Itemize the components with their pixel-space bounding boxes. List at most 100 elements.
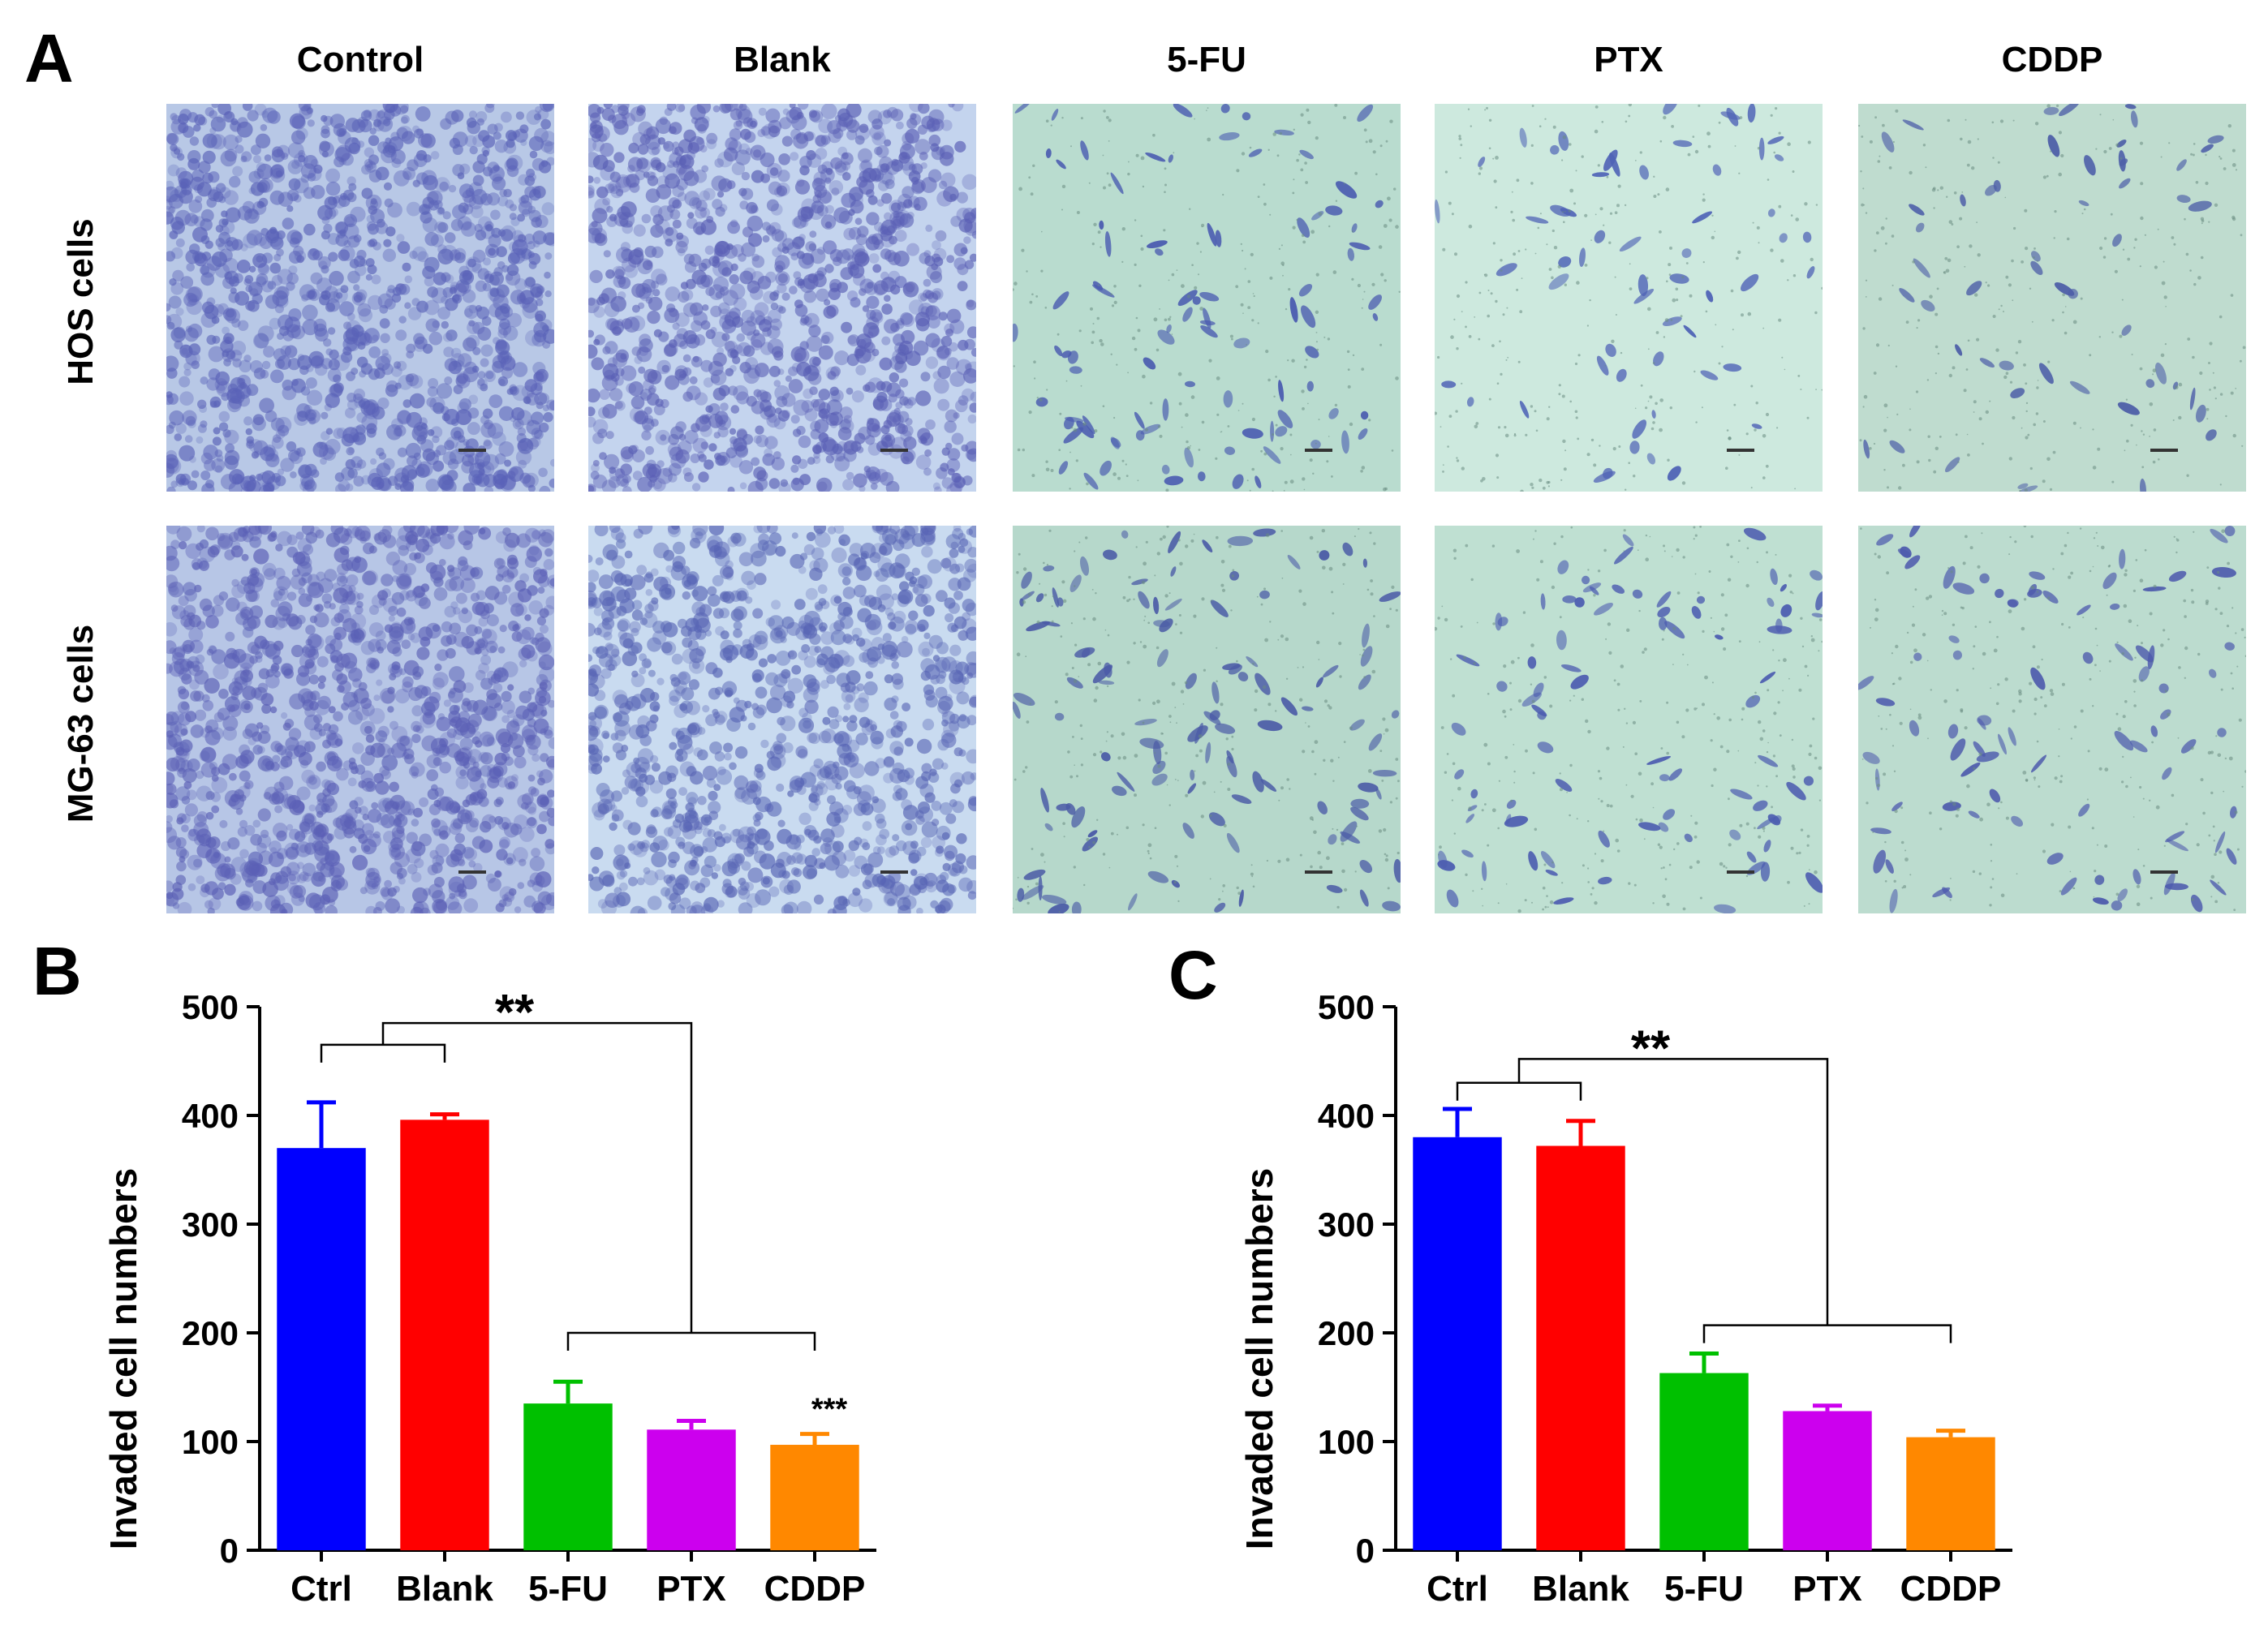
membrane-pore	[1992, 157, 1995, 159]
membrane-pore	[1478, 172, 1481, 175]
stained-cell	[289, 693, 306, 710]
membrane-pore	[1201, 223, 1205, 227]
membrane-pore	[1669, 406, 1672, 410]
membrane-pore	[1669, 246, 1672, 250]
stained-cell	[527, 241, 536, 250]
stained-cell	[290, 842, 299, 851]
stained-cell	[590, 471, 600, 480]
stained-cell	[746, 316, 757, 327]
stained-cell	[273, 895, 286, 907]
stained-cell	[966, 361, 976, 378]
stained-cell	[544, 839, 554, 849]
stained-cell	[390, 621, 402, 634]
stained-cell	[175, 167, 187, 179]
membrane-pore	[2060, 153, 2064, 158]
stained-cell	[944, 323, 955, 334]
membrane-pore	[1378, 245, 1383, 249]
stained-cell	[321, 151, 329, 158]
stained-cell	[708, 443, 717, 452]
stained-cell	[890, 322, 900, 333]
stained-cell	[747, 480, 764, 492]
membrane-pore	[1134, 219, 1137, 221]
membrane-pore	[1862, 187, 1865, 190]
stained-cell	[593, 177, 601, 184]
membrane-pore	[1971, 166, 1975, 170]
stained-cell	[1349, 242, 1371, 251]
stained-cell	[798, 435, 811, 449]
membrane-pore	[1237, 410, 1240, 411]
membrane-pore	[1241, 152, 1246, 156]
stained-cell	[877, 168, 893, 184]
stained-cell	[1921, 299, 1935, 312]
stained-cell	[494, 453, 506, 465]
micrograph-mg63-control	[166, 526, 554, 913]
stained-cell	[387, 202, 402, 218]
stained-cell	[511, 774, 519, 782]
stained-cell	[477, 371, 486, 380]
stained-cell	[462, 453, 475, 467]
stained-cell	[397, 126, 413, 142]
stained-cell	[273, 591, 283, 600]
stained-cell	[377, 116, 394, 132]
stained-cell	[269, 840, 282, 853]
stained-cell	[182, 410, 197, 425]
membrane-pore	[1568, 209, 1572, 213]
stained-cell	[1435, 199, 1440, 224]
membrane-pore	[1156, 348, 1160, 352]
stained-cell	[1325, 205, 1343, 216]
membrane-pore	[1059, 412, 1062, 415]
stained-cell	[215, 225, 224, 233]
stained-cell	[400, 105, 409, 114]
stained-cell	[725, 137, 738, 151]
stained-cell	[353, 292, 364, 303]
stained-cell	[820, 104, 837, 119]
membrane-pore	[1357, 283, 1361, 288]
stained-cell	[389, 781, 400, 793]
stained-cell	[1594, 230, 1606, 243]
stained-cell	[224, 148, 238, 162]
stained-cell	[588, 483, 596, 492]
micrograph-background	[1435, 104, 1823, 492]
stained-cell	[765, 225, 776, 235]
stained-cell	[174, 646, 186, 658]
stained-cell	[265, 895, 281, 911]
stained-cell	[538, 467, 548, 478]
stained-cell	[628, 381, 644, 397]
stained-cell	[510, 719, 519, 728]
stained-cell	[1638, 274, 1649, 297]
stained-cell	[356, 459, 367, 469]
stained-cell	[517, 794, 532, 810]
stained-cell	[361, 823, 374, 836]
stained-cell	[630, 106, 646, 122]
stained-cell	[170, 604, 179, 612]
membrane-pore	[1163, 229, 1166, 232]
stained-cell	[664, 307, 680, 324]
stained-cell	[702, 304, 709, 312]
stained-cell	[854, 345, 867, 357]
stained-cell	[495, 574, 504, 582]
membrane-pore	[1575, 170, 1577, 172]
membrane-pore	[1460, 144, 1463, 147]
stained-cell	[521, 793, 534, 806]
stained-cell	[166, 251, 176, 262]
stained-cell	[216, 385, 226, 393]
membrane-pore	[1964, 265, 1966, 268]
membrane-pore	[1807, 140, 1811, 144]
stained-cell	[253, 233, 268, 247]
stained-cell	[248, 170, 261, 183]
stained-cell	[474, 625, 483, 634]
stained-cell	[523, 397, 531, 405]
membrane-pore	[2136, 444, 2137, 446]
stained-cell	[721, 333, 730, 342]
stained-cell	[812, 194, 822, 204]
membrane-pore	[1363, 128, 1367, 132]
stained-cell	[894, 230, 907, 243]
stained-cell	[1596, 355, 1609, 376]
stained-cell	[329, 349, 339, 360]
stained-cell	[338, 195, 351, 208]
stained-cell	[919, 252, 931, 264]
stained-cell	[346, 393, 357, 402]
stained-cell	[475, 280, 487, 292]
membrane-pore	[1128, 161, 1130, 163]
stained-cell	[360, 110, 372, 122]
